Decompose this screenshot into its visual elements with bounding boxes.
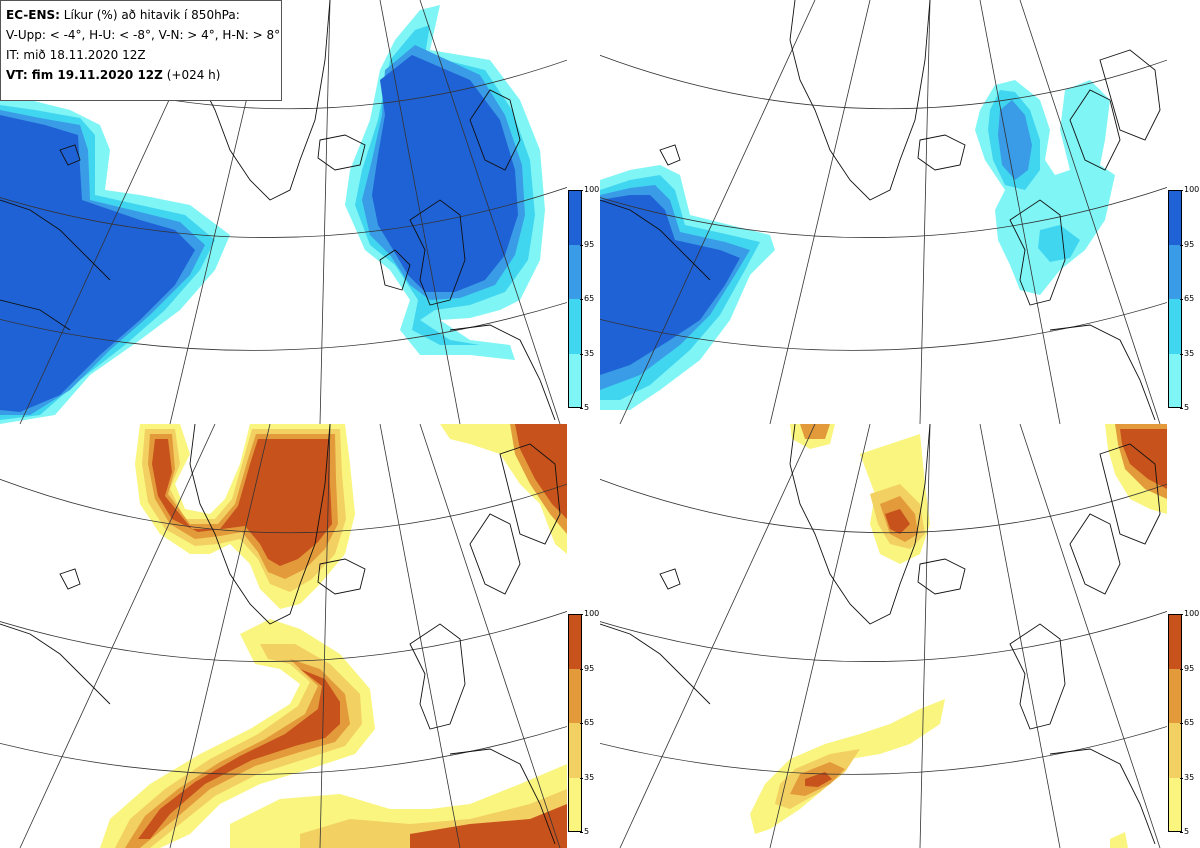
graticule (600, 0, 1167, 424)
colorbar-band (568, 723, 582, 778)
colorbar-tick-label: 35 (584, 772, 595, 782)
colorbar-tick-mark (1180, 244, 1183, 246)
colorbar-band (568, 353, 582, 408)
colorbar-tick-mark (580, 832, 583, 833)
colorbar-tick-mark (580, 723, 583, 724)
map-canvas-cold-4 (0, 0, 567, 424)
colorbar-tick-label: 35 (584, 348, 595, 358)
colorbar-tick-mark (1180, 190, 1183, 191)
colorbar-band (1168, 723, 1182, 778)
colorbar-blue-top-right: 100 95 65 35 5 (1168, 185, 1200, 412)
colorbar-tick-label: 5 (1184, 827, 1190, 836)
colorbar-tick-mark (1180, 723, 1183, 724)
colorbar-tick-label: 100 (1184, 185, 1200, 194)
colorbar-orange-bottom-left: 100 95 65 35 5 (568, 609, 600, 836)
colorbar-tick-mark (580, 668, 583, 670)
colorbar-band (1168, 777, 1182, 832)
colorbar-tick-mark (580, 614, 583, 615)
colorbar-band (568, 668, 582, 723)
colorbar-band (1168, 614, 1182, 669)
colorbar-tick-mark (1180, 832, 1183, 833)
colorbar-tick-label: 95 (1184, 239, 1195, 249)
colorbar-tick-label: 65 (584, 718, 595, 727)
map-panel-warm-4 (0, 424, 567, 848)
colorbar-tick-mark (1180, 353, 1183, 355)
coastlines (600, 424, 1161, 845)
colorbar-tick-label: 35 (1184, 348, 1195, 358)
colorbar-tick-label: 5 (1184, 403, 1190, 412)
map-canvas-cold-8 (600, 0, 1167, 424)
colorbar-band (1168, 244, 1182, 299)
colorbar-blue-top-left: 100 95 65 35 5 (568, 185, 600, 412)
graticule (600, 424, 1167, 848)
colorbar-tick-mark (1180, 614, 1183, 615)
init-time: IT: mið 18.11.2020 12Z (6, 48, 146, 62)
colorbar-band (1168, 190, 1182, 245)
probability-field-blue-east (975, 80, 1115, 295)
probability-field-orange-south (100, 619, 567, 848)
map-canvas-warm-8 (600, 424, 1167, 848)
colorbar-tick-label: 95 (584, 663, 595, 673)
colorbar-tick-mark (580, 244, 583, 246)
colorbar-tick-label: 95 (584, 239, 595, 249)
colorbar-orange-bottom-right: 100 95 65 35 5 (1168, 609, 1200, 836)
colorbar-tick-label: 100 (584, 609, 600, 618)
probability-field-blue-east (345, 5, 545, 360)
colorbar-band (568, 614, 582, 669)
colorbar-tick-label: 95 (1184, 663, 1195, 673)
map-panel-cold-8 (600, 0, 1167, 424)
valid-time: VT: fim 19.11.2020 12Z (6, 68, 163, 82)
colorbar-tick-mark (1180, 299, 1183, 300)
colorbar-band (568, 299, 582, 354)
legend-title: Líkur (%) að hitavik í 850hPa: (63, 8, 240, 22)
colorbar-tick-label: 5 (584, 403, 590, 412)
colorbar-tick-mark (580, 299, 583, 300)
colorbar-tick-mark (1180, 408, 1183, 409)
colorbar-tick-label: 5 (584, 827, 590, 836)
colorbar-tick-label: 65 (1184, 718, 1195, 727)
graticule (0, 424, 567, 848)
coastlines (600, 0, 1161, 421)
colorbar-band (1168, 353, 1182, 408)
probability-field-blue-west (600, 165, 775, 410)
colorbar-tick-mark (1180, 668, 1183, 670)
map-panel-cold-4 (0, 0, 567, 424)
colorbar-tick-label: 100 (584, 185, 600, 194)
colorbar-tick-label: 100 (1184, 609, 1200, 618)
probability-field-orange-south (750, 699, 1128, 848)
colorbar-tick-mark (580, 190, 583, 191)
map-panel-warm-8 (600, 424, 1167, 848)
probability-field-blue-west (0, 95, 230, 424)
colorbar-tick-mark (580, 408, 583, 409)
coastlines (0, 424, 561, 845)
colorbar-tick-mark (1180, 777, 1183, 779)
model-label: EC-ENS: (6, 8, 60, 22)
colorbar-band (568, 190, 582, 245)
colorbar-band (568, 777, 582, 832)
threshold-text: V-Upp: < -4°, H-U: < -8°, V-N: > 4°, H-N… (6, 28, 281, 42)
colorbar-band (1168, 668, 1182, 723)
legend-box: EC-ENS: Líkur (%) að hitavik í 850hPa: V… (0, 0, 282, 101)
colorbar-band (568, 244, 582, 299)
colorbar-band (1168, 299, 1182, 354)
colorbar-tick-label: 65 (584, 294, 595, 303)
probability-field-orange-north (135, 424, 567, 609)
lead-time: (+024 h) (166, 68, 221, 82)
colorbar-tick-label: 35 (1184, 772, 1195, 782)
colorbar-tick-mark (580, 353, 583, 355)
map-canvas-warm-4 (0, 424, 567, 848)
colorbar-tick-label: 65 (1184, 294, 1195, 303)
colorbar-tick-mark (580, 777, 583, 779)
